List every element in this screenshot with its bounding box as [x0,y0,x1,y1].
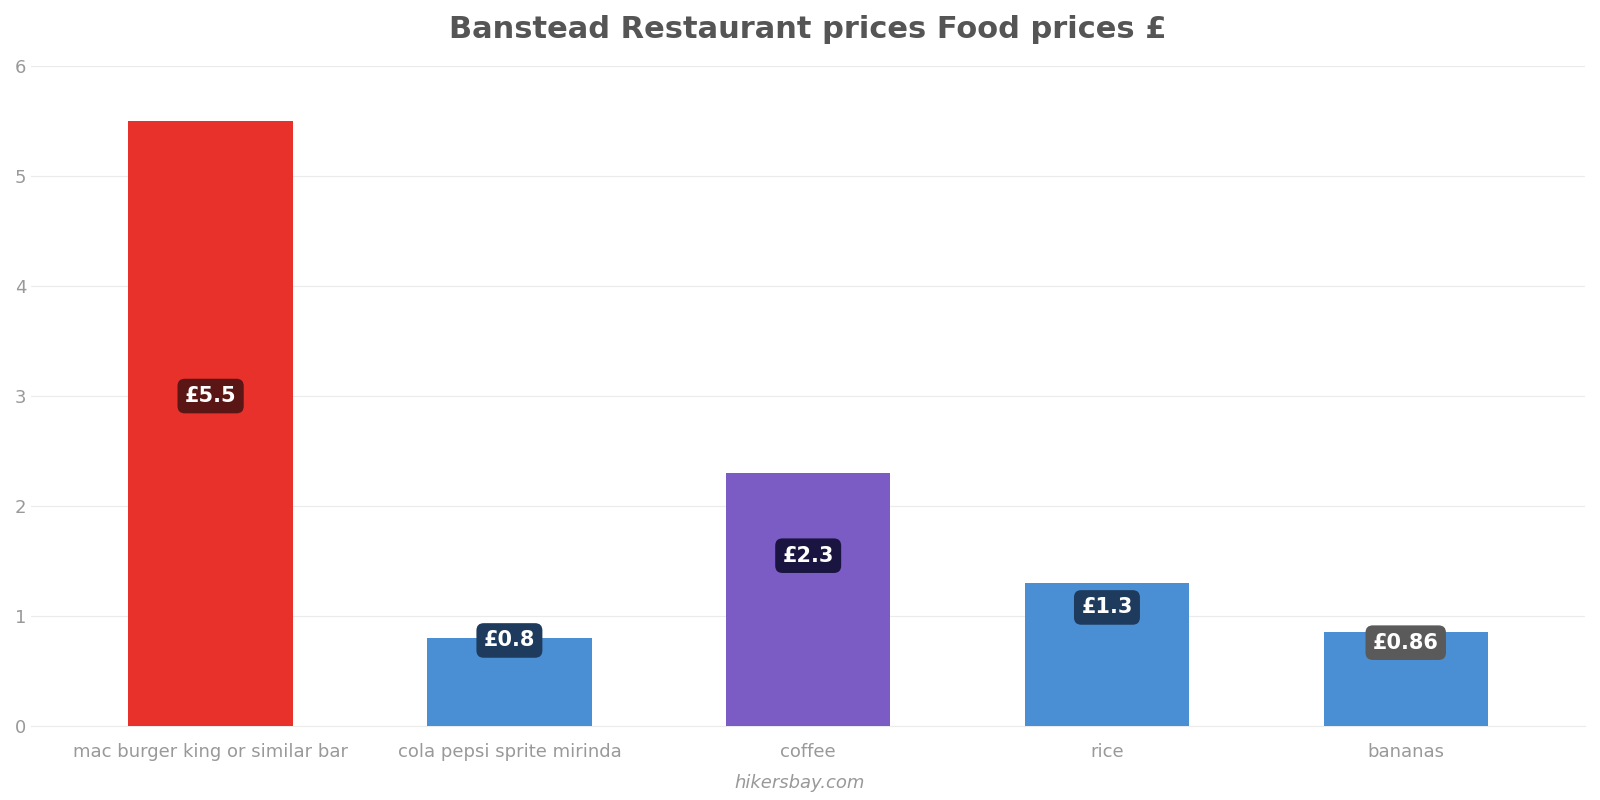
Text: £1.3: £1.3 [1082,598,1133,618]
Bar [427,638,592,726]
Text: £2.3: £2.3 [782,546,834,566]
Text: £0.86: £0.86 [1373,633,1438,653]
Text: £0.8: £0.8 [483,630,534,650]
Text: £5.5: £5.5 [186,386,237,406]
Bar [1024,583,1189,726]
Bar [726,473,890,726]
Text: hikersbay.com: hikersbay.com [734,774,866,792]
Title: Banstead Restaurant prices Food prices £: Banstead Restaurant prices Food prices £ [450,15,1166,44]
Bar [128,121,293,726]
Bar [1323,632,1488,726]
